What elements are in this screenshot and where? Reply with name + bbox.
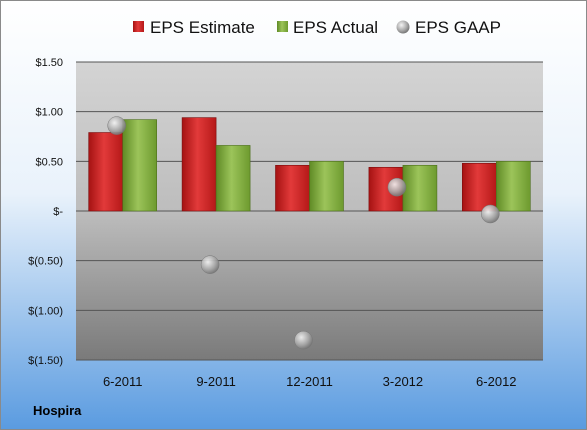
legend: EPS Estimate EPS Actual EPS GAAP xyxy=(133,18,501,37)
bar-estimate xyxy=(181,117,217,212)
gaap-point xyxy=(387,177,407,197)
bars xyxy=(88,117,531,212)
bar-actual xyxy=(495,161,531,212)
y-tick-label: $(1.50) xyxy=(28,355,63,367)
company-label: Hospira xyxy=(33,403,82,418)
x-tick-label: 12-2011 xyxy=(286,374,333,389)
bar-estimate xyxy=(88,132,123,212)
gaap-point xyxy=(200,255,220,274)
legend-item-gaap: EPS GAAP xyxy=(396,18,501,37)
x-tick-label: 9-2011 xyxy=(196,374,236,389)
x-tick-label: 6-2011 xyxy=(103,374,143,389)
gaap-point xyxy=(481,204,500,224)
legend-swatch-gaap xyxy=(396,20,410,34)
legend-item-estimate: EPS Estimate xyxy=(133,18,255,37)
x-tick-label: 6-2012 xyxy=(476,374,516,389)
y-tick-label: $- xyxy=(53,206,63,218)
legend-label-actual: EPS Actual xyxy=(293,18,378,37)
x-tick-labels: 6-2011 9-2011 12-2011 3-2012 6-2012 xyxy=(103,374,517,389)
y-tick-labels: $1.50 $1.00 $0.50 $- $(0.50) $(1.00) $(1.50) xyxy=(28,57,63,367)
bar-actual xyxy=(309,161,344,212)
legend-item-actual: EPS Actual xyxy=(277,18,378,37)
legend-label-estimate: EPS Estimate xyxy=(150,18,255,37)
y-tick-label: $1.50 xyxy=(35,57,63,69)
legend-swatch-estimate xyxy=(133,21,144,32)
x-tick-label: 3-2012 xyxy=(383,374,423,389)
gaap-points xyxy=(107,116,500,350)
y-tick-label: $(1.00) xyxy=(28,305,63,317)
legend-label-gaap: EPS GAAP xyxy=(415,18,501,37)
legend-swatch-actual xyxy=(277,21,288,32)
bar-actual xyxy=(215,145,251,212)
bar-actual xyxy=(122,119,157,212)
bar-estimate xyxy=(461,163,497,212)
gaap-point xyxy=(294,330,313,350)
gaap-point xyxy=(107,116,126,135)
y-tick-label: $(0.50) xyxy=(28,256,63,268)
bar-actual xyxy=(402,165,438,212)
y-tick-label: $0.50 xyxy=(35,156,63,168)
bar-estimate xyxy=(275,165,310,212)
y-tick-label: $1.00 xyxy=(35,107,63,119)
